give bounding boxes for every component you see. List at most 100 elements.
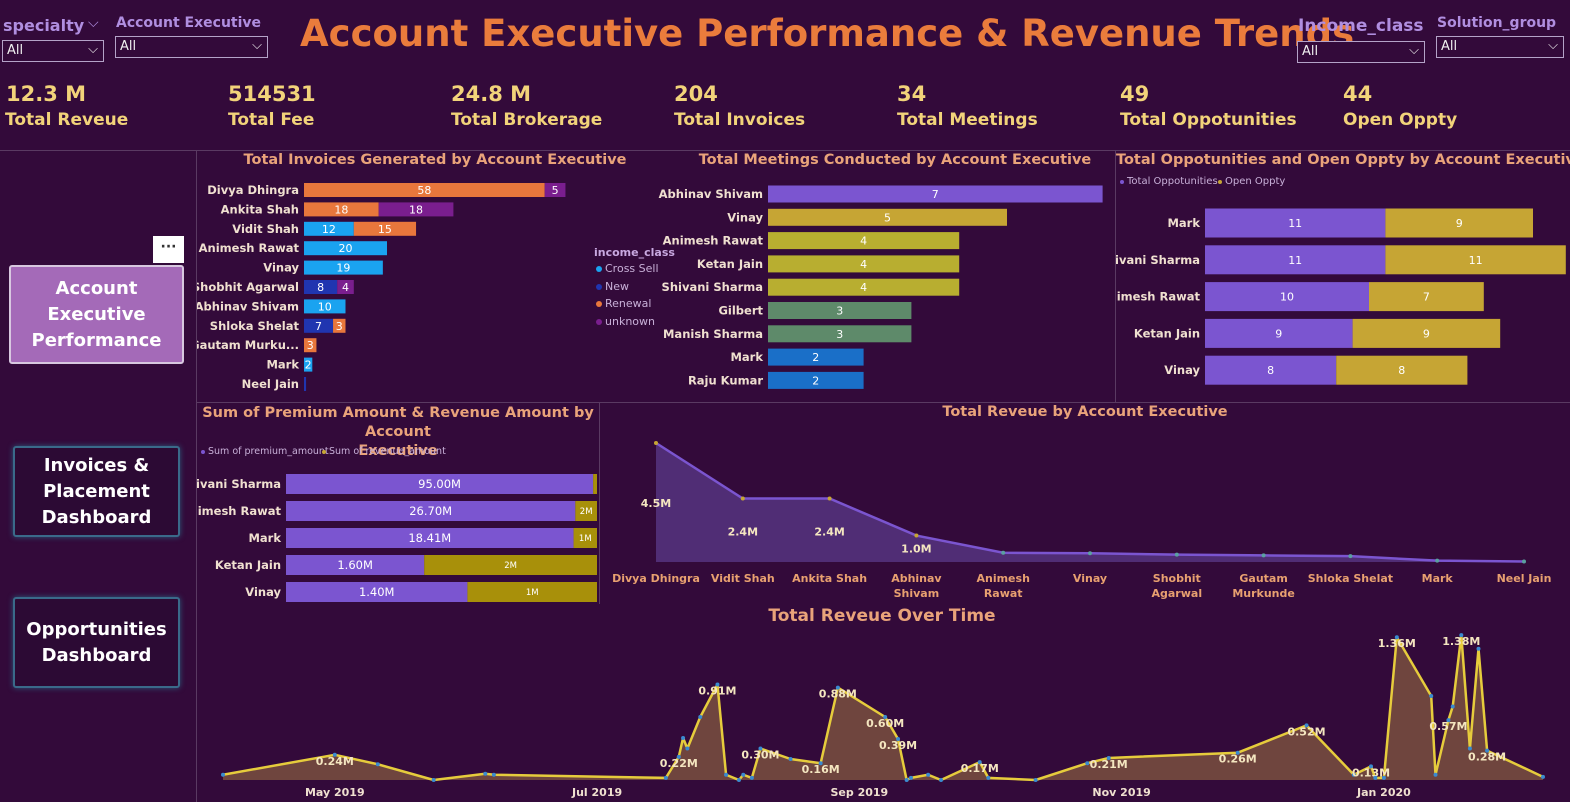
invoice-bar-label: 2 bbox=[305, 359, 312, 372]
open-oppty-label: 9 bbox=[1423, 327, 1430, 340]
legend-dot-icon bbox=[596, 283, 602, 290]
revenue-category-label: Neel Jain bbox=[1497, 572, 1552, 585]
invoice-bar bbox=[333, 318, 346, 333]
revenue-time-point bbox=[939, 778, 944, 782]
opportunity-row-label: Shivani Sharma bbox=[1116, 253, 1200, 267]
revenue-time-data-label: 0.13M bbox=[1352, 766, 1390, 779]
revenue-time-point bbox=[986, 775, 991, 780]
revenue-time-point bbox=[1381, 775, 1386, 780]
legend-renewal[interactable]: Renewal bbox=[596, 297, 651, 310]
revenue-time-point bbox=[749, 775, 754, 780]
legend-premium-amount[interactable]: Sum of premium_amount bbox=[201, 446, 329, 457]
revenue-point bbox=[1001, 550, 1006, 555]
revenue-time-point bbox=[1429, 694, 1434, 698]
invoice-bar-label: 58 bbox=[417, 184, 431, 197]
panel-divider bbox=[1115, 150, 1116, 402]
meetings-chart-title: Total Meetings Conducted by Account Exec… bbox=[698, 152, 1092, 168]
revenue-time-point bbox=[908, 775, 913, 780]
legend-open-oppty[interactable]: Open Oppty bbox=[1218, 176, 1285, 187]
revenue-time-point bbox=[1459, 633, 1464, 638]
invoice-bar-label: 7 bbox=[315, 320, 322, 333]
revenue-category-label: Animesh bbox=[976, 572, 1029, 585]
revenue-time-tick-label: Jan 2020 bbox=[1356, 786, 1411, 799]
revenue-category-label: Agarwal bbox=[1152, 587, 1203, 600]
meeting-bar-label: 3 bbox=[836, 305, 843, 318]
revenue-amount-bar bbox=[573, 528, 597, 548]
revenue-time-point bbox=[926, 772, 931, 777]
revenue-time-data-label: 0.91M bbox=[698, 684, 736, 697]
revenue-time-data-label: 1.38M bbox=[1442, 635, 1480, 648]
legend-dot-icon bbox=[201, 449, 205, 454]
filter-solution-group-select[interactable]: All ⌵ bbox=[1436, 36, 1564, 58]
invoice-bar-label: 18 bbox=[334, 203, 348, 216]
filter-account-executive-select[interactable]: All ⌵ bbox=[115, 36, 268, 58]
meeting-row-label: Raju Kumar bbox=[688, 373, 763, 387]
premium-amount-label: 1.40M bbox=[359, 585, 395, 599]
filter-income-class-select[interactable]: All ⌵ bbox=[1297, 41, 1425, 63]
premium-chart-title: Sum of Premium Amount & Revenue Amount b… bbox=[202, 405, 594, 459]
legend-revenue-amount[interactable]: Sum of revenue_amount bbox=[322, 446, 446, 457]
invoice-bar bbox=[304, 338, 317, 353]
premium-row-label: Shivani Sharma bbox=[197, 477, 281, 491]
revenue-time-point bbox=[977, 760, 982, 765]
meeting-bar bbox=[768, 278, 960, 296]
total-opportunities-bar bbox=[1205, 318, 1353, 348]
legend-new[interactable]: New bbox=[596, 280, 629, 293]
revenue-time-data-label: 0.26M bbox=[1219, 753, 1257, 766]
nav-invoices-placement-dashboard[interactable]: Invoices & Placement Dashboard bbox=[13, 446, 180, 537]
revenue-time-data-label: 0.24M bbox=[316, 755, 354, 768]
invoice-bar bbox=[304, 183, 545, 197]
total-opportunities-bar bbox=[1205, 208, 1386, 238]
nav-opportunities-dashboard[interactable]: Opportunities Dashboard bbox=[13, 597, 180, 688]
invoice-bar bbox=[544, 183, 566, 197]
revenue-time-point bbox=[685, 746, 690, 751]
meeting-row-label: Vinay bbox=[727, 210, 763, 224]
legend-cross-sell[interactable]: Cross Sell bbox=[596, 262, 659, 275]
revenue-time-point bbox=[788, 757, 793, 761]
revenue-time-point bbox=[736, 778, 741, 782]
legend-unknown[interactable]: unknown bbox=[596, 315, 655, 328]
revenue-time-point bbox=[1351, 772, 1356, 777]
premium-amount-label: 18.41M bbox=[408, 531, 451, 545]
filter-specialty-select[interactable]: All ⌵ bbox=[2, 40, 104, 62]
revenue-time-point bbox=[1235, 750, 1240, 755]
meeting-row-label: Mark bbox=[730, 350, 763, 364]
kpi-divider bbox=[0, 150, 1570, 151]
revenue-time-point bbox=[1433, 772, 1438, 777]
invoice-bar bbox=[304, 377, 307, 391]
filter-account-executive-value: All bbox=[120, 39, 137, 54]
open-oppty-bar bbox=[1336, 355, 1468, 385]
opportunity-row-label: Animesh Rawat bbox=[1116, 290, 1200, 304]
revenue-point bbox=[1261, 553, 1266, 558]
meeting-bar bbox=[768, 208, 1007, 226]
more-options-button[interactable]: ··· bbox=[153, 236, 184, 263]
filter-income-class-label: Income_class bbox=[1298, 16, 1424, 36]
meeting-bar-label: 4 bbox=[860, 235, 867, 248]
filter-solution-group-value: All bbox=[1441, 39, 1458, 54]
revenue-time-point bbox=[1033, 778, 1038, 782]
open-oppty-bar bbox=[1352, 318, 1501, 348]
premium-amount-bar bbox=[286, 474, 594, 494]
revenue-amount-bar bbox=[424, 555, 597, 575]
invoice-row-label: Divya Dhingra bbox=[207, 183, 299, 197]
chevron-down-icon[interactable]: ⌵ bbox=[88, 15, 99, 31]
kpi-total-meetings-value: 34 bbox=[897, 82, 927, 106]
kpi-total-brokerage-value: 24.8 M bbox=[451, 82, 532, 106]
revenue-time-data-label: 0.17M bbox=[961, 762, 999, 775]
invoice-bar-label: 18 bbox=[409, 203, 423, 216]
premium-row-label: Mark bbox=[248, 531, 281, 545]
revenue-category-label: Shloka Shelat bbox=[1308, 572, 1393, 585]
invoice-bar-label: 3 bbox=[336, 320, 343, 333]
revenue-category-label: Vidit Shah bbox=[711, 572, 775, 585]
legend-total-opportunities[interactable]: Total Oppotunities bbox=[1120, 176, 1218, 187]
revenue-point bbox=[914, 533, 919, 538]
revenue-time-point bbox=[741, 772, 746, 777]
kpi-total-invoices-label: Total Invoices bbox=[674, 110, 806, 130]
invoice-bar-label: 19 bbox=[336, 262, 350, 275]
meeting-bar-label: 3 bbox=[836, 328, 843, 341]
nav-account-executive-performance[interactable]: Account Executive Performance bbox=[9, 265, 184, 364]
revenue-category-label: Shobhit bbox=[1153, 572, 1201, 585]
nav-label: Account Executive Performance bbox=[31, 277, 162, 351]
meeting-bar-label: 2 bbox=[812, 351, 819, 364]
invoice-bar bbox=[304, 202, 379, 217]
